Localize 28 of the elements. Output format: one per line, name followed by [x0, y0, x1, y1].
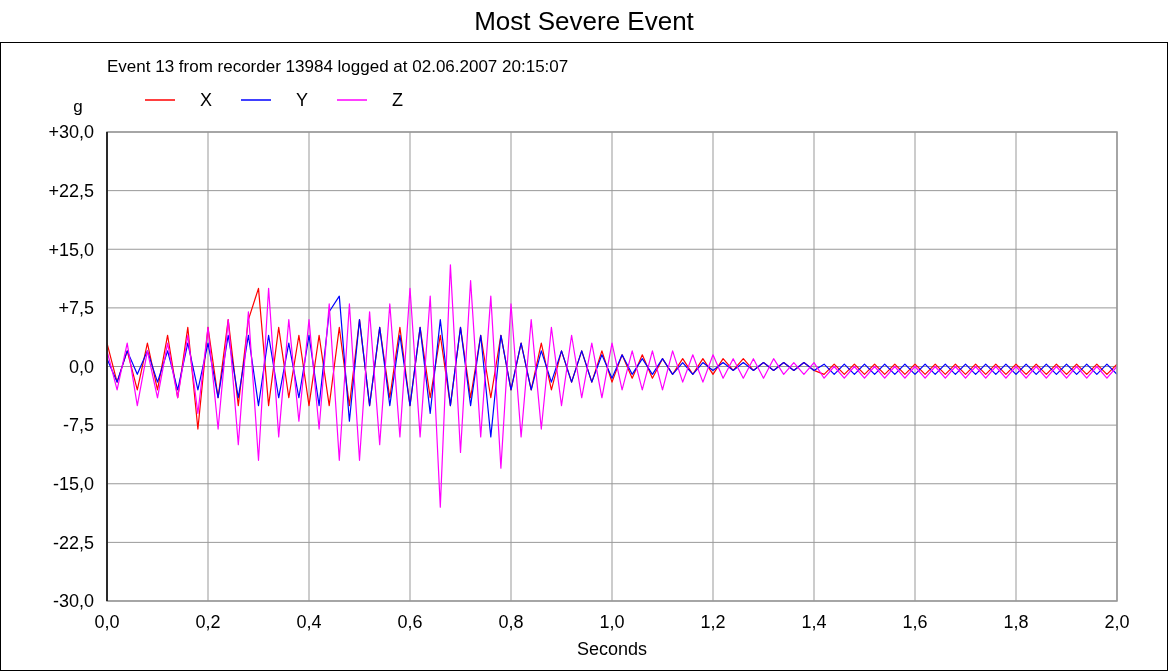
- y-tick-label: -22,5: [52, 532, 94, 553]
- y-tick-label: -7,5: [62, 415, 94, 436]
- y-tick-label: +22,5: [48, 180, 94, 201]
- x-tick-label: 0,8: [498, 612, 524, 632]
- x-tick-label: 1,0: [599, 612, 625, 632]
- y-tick-label: 0,0: [68, 356, 94, 377]
- x-axis-title: Seconds: [576, 639, 648, 659]
- x-tick-label: 0,6: [397, 612, 423, 632]
- chart-subtitle: Event 13 from recorder 13984 logged at 02.06.2007 20:15:07: [107, 57, 569, 76]
- x-tick-label: 0,4: [296, 612, 322, 632]
- x-tick-label: 0,2: [195, 612, 221, 632]
- y-tick-label: +7,5: [58, 298, 94, 319]
- chart-title: Most Severe Event: [474, 6, 695, 36]
- y-tick-label: +15,0: [48, 239, 94, 260]
- legend-label: Z: [392, 90, 403, 111]
- x-tick-label: 1,2: [700, 612, 726, 632]
- x-tick-label: 1,6: [902, 612, 928, 632]
- y-tick-label: -15,0: [52, 474, 94, 495]
- y-axis-title: g: [73, 97, 83, 116]
- x-tick-label: 1,4: [801, 612, 827, 632]
- x-tick-label: 2,0: [1104, 612, 1130, 632]
- x-tick-label: 0,0: [94, 612, 120, 632]
- y-tick-label: -30,0: [52, 591, 94, 612]
- legend-label: X: [200, 90, 213, 111]
- legend-label: Y: [296, 90, 309, 111]
- line-series: [107, 264, 1117, 508]
- y-tick-label: +30,0: [48, 122, 94, 143]
- x-tick-label: 1,8: [1003, 612, 1029, 632]
